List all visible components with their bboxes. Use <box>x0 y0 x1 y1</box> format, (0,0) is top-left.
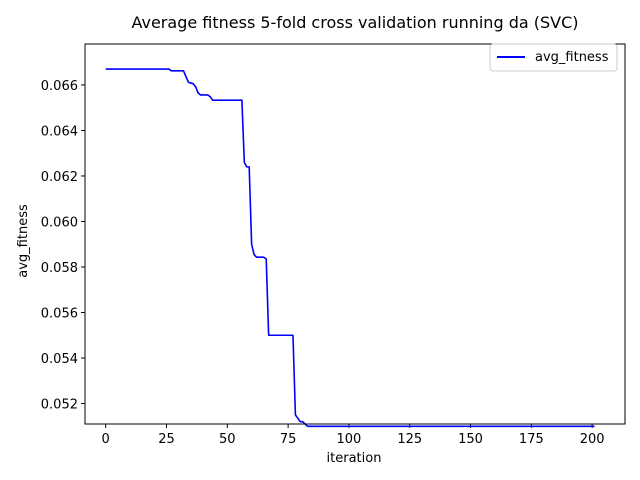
plot-frame <box>84 43 626 425</box>
y-tick-label: 0.056 <box>41 307 78 322</box>
series-line-avg_fitness <box>105 68 595 428</box>
x-tick-label: 150 <box>458 432 483 447</box>
y-tick-label: 0.066 <box>41 79 78 94</box>
x-tick-label: 75 <box>280 432 297 447</box>
x-tick-label: 200 <box>580 432 605 447</box>
y-axis-ticks: 0.052 0.054 0.056 0.058 0.060 0.062 0.064 0.066 <box>41 79 85 413</box>
y-tick-label: 0.052 <box>41 398 78 413</box>
x-axis-label: iteration <box>327 451 382 466</box>
legend: avg_fitness <box>489 43 618 72</box>
chart-title: Average fitness 5-fold cross validation … <box>131 13 578 32</box>
x-tick-label: 100 <box>337 432 362 447</box>
legend-label: avg_fitness <box>535 50 609 65</box>
legend-box <box>489 43 618 72</box>
y-tick-label: 0.060 <box>41 215 78 230</box>
plot-lines <box>105 68 595 428</box>
x-tick-label: 50 <box>219 432 236 447</box>
y-tick-label: 0.062 <box>41 170 78 185</box>
x-tick-label: 175 <box>519 432 544 447</box>
y-tick-label: 0.064 <box>41 124 78 139</box>
y-tick-label: 0.058 <box>41 261 78 276</box>
x-tick-label: 0 <box>102 432 110 447</box>
y-tick-label: 0.054 <box>41 352 78 367</box>
x-tick-label: 125 <box>397 432 422 447</box>
x-tick-label: 25 <box>158 432 175 447</box>
y-axis-label: avg_fitness <box>16 204 31 278</box>
x-axis-ticks: 0 25 50 75 100 125 150 175 200 <box>102 424 605 447</box>
